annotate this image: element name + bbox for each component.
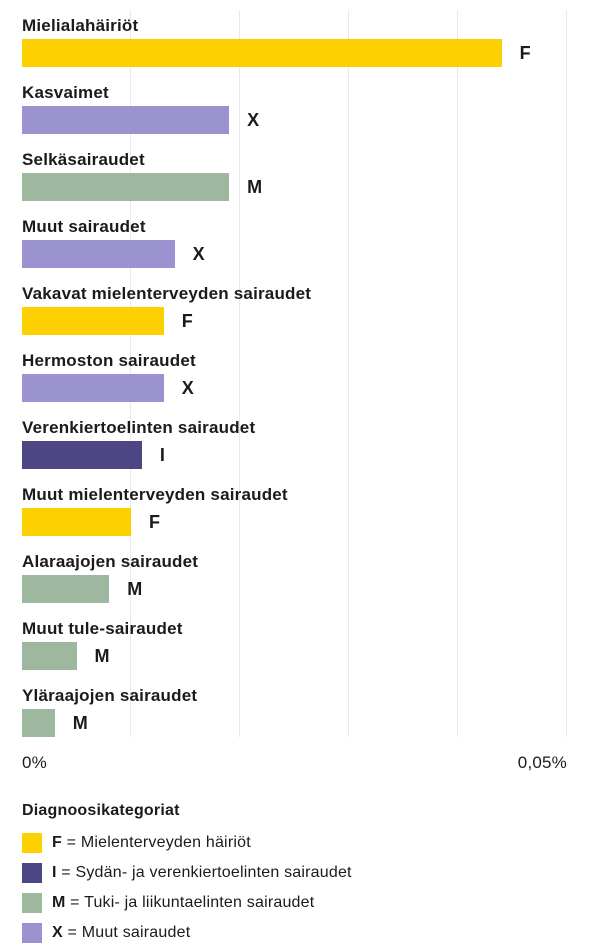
chart-row: Muut sairaudet X xyxy=(22,217,567,268)
legend-item: F = Mielenterveyden häiriöt xyxy=(22,833,614,853)
chart-rows: Mielialahäiriöt F Kasvaimet X Selkäsairaudet… xyxy=(22,16,567,737)
bar-category-letter: X xyxy=(181,378,194,398)
bar-label: Hermoston sairaudet xyxy=(22,351,196,370)
legend-description: = Sydän- ja verenkiertoelinten sairaudet xyxy=(56,864,352,881)
bar-label: Muut tule-sairaudet xyxy=(22,619,183,638)
legend-letter: I xyxy=(52,864,57,881)
legend-item-label: I = Sydän- ja verenkiertoelinten sairaud… xyxy=(52,863,352,883)
legend-item-label: M = Tuki- ja liikuntaelinten sairaudet xyxy=(52,893,314,913)
bar xyxy=(22,39,502,67)
bar-category-letter: X xyxy=(247,110,260,130)
bar-category-letter: F xyxy=(181,311,193,331)
x-axis-min-label: 0% xyxy=(22,753,47,772)
gridline xyxy=(566,10,567,737)
legend-letter: X xyxy=(52,924,63,941)
bar xyxy=(22,173,230,201)
bar-category-letter: I xyxy=(159,445,165,465)
bar xyxy=(22,709,55,737)
chart-row: Muut mielenterveyden sairaudet F xyxy=(22,485,567,536)
legend-swatch xyxy=(22,863,42,883)
legend-title: Diagnoosikategoriat xyxy=(22,802,180,819)
chart-row: Alaraajojen sairaudet M xyxy=(22,552,567,603)
bar-label: Kasvaimet xyxy=(22,83,109,102)
x-axis: 0% 0,05% xyxy=(22,753,567,773)
gridlines xyxy=(22,10,567,737)
bar-category-letter: X xyxy=(192,244,205,264)
gridline xyxy=(348,10,349,737)
chart-row: Verenkiertoelinten sairaudet I xyxy=(22,418,567,469)
bar-label: Verenkiertoelinten sairaudet xyxy=(22,418,256,437)
chart-row: Vakavat mielenterveyden sairaudet F xyxy=(22,284,567,335)
gridline xyxy=(239,10,240,737)
chart-row: Kasvaimet X xyxy=(22,83,567,134)
chart-row: Muut tule-sairaudet M xyxy=(22,619,567,670)
bar-category-letter: M xyxy=(247,177,263,197)
legend-item: M = Tuki- ja liikuntaelinten sairaudet xyxy=(22,893,614,913)
legend-description: = Tuki- ja liikuntaelinten sairaudet xyxy=(65,894,315,911)
legend-items: F = Mielenterveyden häiriöt I = Sydän- ja… xyxy=(22,833,614,943)
bar-label: Vakavat mielenterveyden sairaudet xyxy=(22,284,312,303)
legend-swatch xyxy=(22,893,42,913)
legend-letter: F xyxy=(52,834,62,851)
bar-label: Selkäsairaudet xyxy=(22,150,145,169)
legend-swatch xyxy=(22,923,42,943)
chart-row: Hermoston sairaudet X xyxy=(22,351,567,402)
bar xyxy=(22,307,164,335)
chart-row: Mielialahäiriöt F xyxy=(22,16,567,67)
bar-label: Muut mielenterveyden sairaudet xyxy=(22,485,288,504)
x-axis-max-label: 0,05% xyxy=(517,753,567,772)
bar-label: Alaraajojen sairaudet xyxy=(22,552,199,571)
bar xyxy=(22,642,77,670)
bar-category-letter: M xyxy=(94,646,110,666)
bar xyxy=(22,240,175,268)
bar xyxy=(22,441,142,469)
bar-category-letter: F xyxy=(519,43,531,63)
legend: Diagnoosikategoriat F = Mielenterveyden … xyxy=(22,801,614,943)
legend-item-label: X = Muut sairaudet xyxy=(52,923,190,943)
bar-category-letter: F xyxy=(149,512,160,532)
bar-chart: Mielialahäiriöt F Kasvaimet X Selkäsairaudet… xyxy=(22,10,567,737)
legend-swatch xyxy=(22,833,42,853)
legend-item: I = Sydän- ja verenkiertoelinten sairaud… xyxy=(22,863,614,883)
legend-description: = Muut sairaudet xyxy=(62,924,191,941)
gridline xyxy=(130,10,131,737)
legend-description: = Mielenterveyden häiriöt xyxy=(61,834,251,851)
bar xyxy=(22,374,164,402)
bar-label: Mielialahäiriöt xyxy=(22,16,139,35)
bar xyxy=(22,575,110,603)
bar-label: Muut sairaudet xyxy=(22,217,146,236)
gridline xyxy=(457,10,458,737)
legend-item: X = Muut sairaudet xyxy=(22,923,614,943)
legend-item-label: F = Mielenterveyden häiriöt xyxy=(52,833,251,853)
bar xyxy=(22,106,230,134)
chart-row: Yläraajojen sairaudet M xyxy=(22,686,567,737)
legend-letter: M xyxy=(52,894,66,911)
bar-category-letter: M xyxy=(72,713,88,733)
bar-label: Yläraajojen sairaudet xyxy=(22,686,198,705)
bar-category-letter: M xyxy=(127,579,143,599)
chart-row: Selkäsairaudet M xyxy=(22,150,567,201)
bar xyxy=(22,508,131,536)
